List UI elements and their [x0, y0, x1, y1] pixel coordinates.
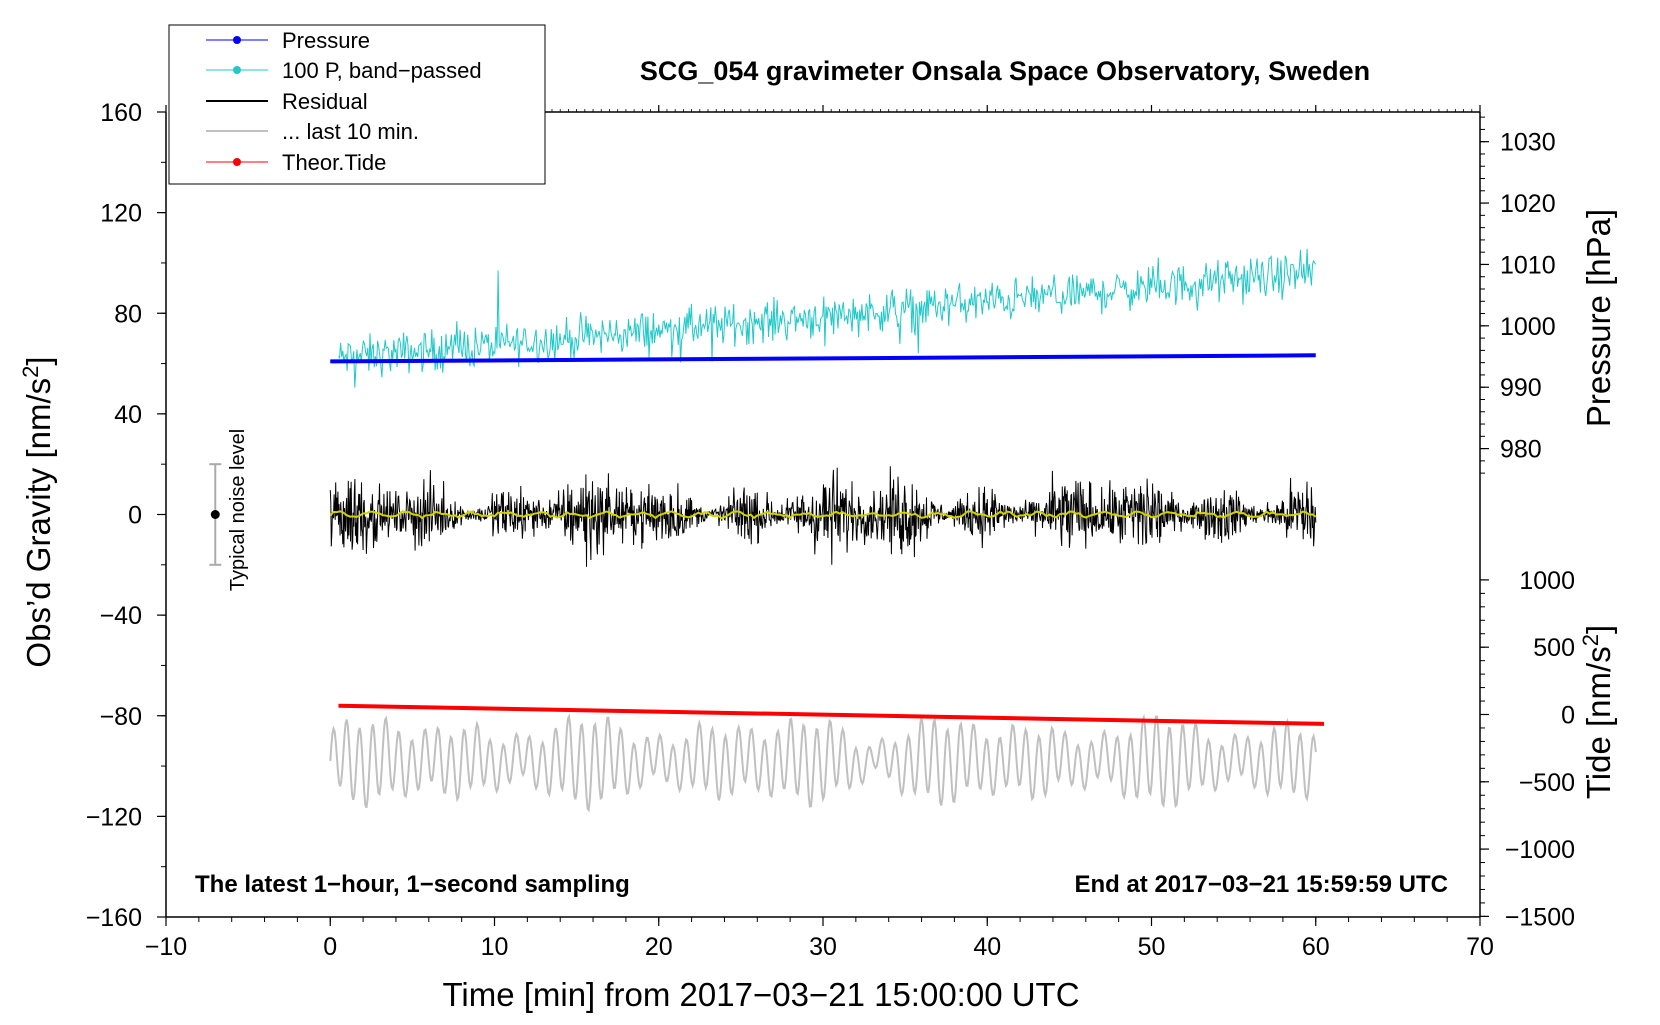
x-tick-label: 60: [1302, 933, 1330, 961]
x-tick-label: 0: [323, 933, 337, 961]
axes: −10 0 10 20 30 40 50 60 70−160−120−80−4004080120…: [86, 99, 1575, 961]
legend-label-last10: ... last 10 min.: [282, 119, 419, 144]
legend-marker-tide: [233, 158, 241, 166]
y-tick-label: 80: [114, 300, 142, 328]
noise-center-dot: [210, 510, 220, 519]
series-last10-line: [329, 713, 1317, 813]
legend-label-residual: Residual: [282, 89, 368, 114]
x-tick-label: 10: [481, 933, 509, 961]
tide-tick-label: 0: [1561, 701, 1575, 729]
tide-axis-title-end: ]: [1580, 625, 1617, 634]
y-tick-label: −80: [100, 703, 142, 731]
y-axis-title: Obs’d Gravity [nm/s2]: [18, 356, 57, 667]
y-tick-label: −120: [86, 803, 142, 831]
tide-tick-label: −500: [1519, 769, 1575, 797]
x-tick-label: 70: [1466, 933, 1494, 961]
legend-box: [168, 24, 546, 185]
pressure-tick-label: 980: [1500, 436, 1542, 464]
text-layer: SCG_054 gravimeter Onsala Space Observat…: [18, 56, 1617, 1013]
annotation-right: End at 2017−03−21 15:59:59 UTC: [1074, 871, 1448, 898]
y-tick-label: −160: [86, 904, 142, 932]
chart-title: SCG_054 gravimeter Onsala Space Observat…: [640, 56, 1370, 86]
legend-label-bandpassed: 100 P, band−passed: [282, 58, 482, 83]
legend-label-tide: Theor.Tide: [282, 150, 386, 175]
y-tick-label: 0: [128, 502, 142, 530]
series-smoothed-line: [329, 510, 1317, 520]
pressure-tick-label: 1010: [1500, 251, 1556, 279]
tide-axis-title-sup: 2: [1578, 634, 1603, 646]
pressure-tick-label: 1020: [1500, 190, 1556, 218]
legend-marker-pressure: [233, 36, 241, 44]
noise-label: Typical noise level: [227, 429, 249, 591]
pressure-tick-label: 1030: [1500, 129, 1556, 157]
x-tick-label: 40: [973, 933, 1001, 961]
x-axis-title: Time [min] from 2017−03−21 15:00:00 UTC: [442, 976, 1079, 1013]
tide-tick-label: 1000: [1519, 567, 1575, 595]
pressure-tick-label: 990: [1500, 374, 1542, 402]
y-tick-label: 40: [114, 401, 142, 429]
tide-tick-label: −1000: [1505, 836, 1575, 864]
tide-tick-label: 500: [1533, 634, 1575, 662]
pressure-axis-title: Pressure [hPa]: [1580, 209, 1617, 427]
series-pressure-line: [330, 353, 1316, 364]
series-layer: [329, 248, 1324, 813]
tide-axis-title: Tide [nm/s2]: [1578, 625, 1617, 799]
x-tick-label: 50: [1138, 933, 1166, 961]
legend-label-pressure: Pressure: [282, 28, 370, 53]
y-axis-title-end: ]: [20, 356, 57, 365]
pressure-tick-label: 1000: [1500, 313, 1556, 341]
tide-axis-title-main: Tide [nm/s: [1580, 646, 1617, 799]
legend: Pressure 100 P, band−passed Residual ...…: [168, 24, 546, 185]
series-tide-line: [338, 703, 1324, 726]
y-tick-label: 160: [100, 99, 142, 127]
y-tick-label: −40: [100, 602, 142, 630]
noise-indicator: [209, 463, 222, 566]
series-residual-line: [329, 466, 1317, 567]
y-axis-title-main: Obs’d Gravity [nm/s: [20, 378, 57, 668]
x-tick-label: 20: [645, 933, 673, 961]
x-tick-label: −10: [145, 933, 187, 961]
legend-marker-bandpassed: [233, 66, 241, 74]
y-tick-label: 120: [100, 200, 142, 228]
tide-tick-label: −1500: [1505, 903, 1575, 931]
annotation-left: The latest 1−hour, 1−second sampling: [195, 871, 630, 898]
x-tick-label: 30: [809, 933, 837, 961]
series-bandpassed-line: [338, 248, 1317, 388]
y-axis-title-sup: 2: [18, 366, 43, 378]
